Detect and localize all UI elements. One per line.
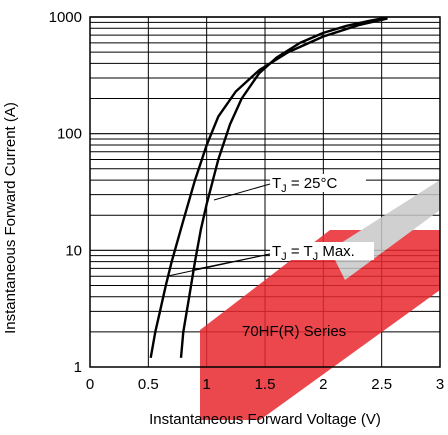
curve-series-2 bbox=[179, 16, 388, 358]
curves bbox=[149, 16, 388, 359]
x-tick-labels: 0 0.5 1 1.5 2 2.5 3 bbox=[86, 376, 444, 393]
leader-tjmax-b bbox=[191, 253, 271, 271]
plot-frame bbox=[89, 16, 441, 368]
x-tick-label: 0 bbox=[86, 376, 94, 393]
y-tick-label: 1000 bbox=[49, 9, 82, 26]
x-tick-label: 2.5 bbox=[371, 376, 392, 393]
x-axis-title: Instantaneous Forward Voltage (V) bbox=[149, 411, 381, 428]
watermark-shape-red bbox=[200, 230, 440, 420]
x-tick-label: 3 bbox=[436, 376, 444, 393]
y-axis-title: Instantaneous Forward Current (A) bbox=[2, 102, 19, 334]
y-tick-label: 100 bbox=[57, 126, 82, 143]
x-tick-label: 1 bbox=[202, 376, 210, 393]
x-tick-label: 2 bbox=[319, 376, 327, 393]
curve-series-1 bbox=[149, 17, 388, 359]
annotation-bg bbox=[270, 174, 366, 192]
annotation-leaders bbox=[167, 183, 271, 277]
x-tick-label: 1.5 bbox=[255, 376, 276, 393]
x-tick-label: 0.5 bbox=[138, 376, 159, 393]
leader-tj25 bbox=[213, 183, 271, 201]
series-label: 70HF(R) Series bbox=[242, 323, 346, 340]
annotation-tj-max: TJ = TJ Max. bbox=[272, 243, 355, 263]
y-tick-label: 1 bbox=[74, 359, 82, 376]
annotation-bg bbox=[270, 242, 374, 260]
y-tick-label: 10 bbox=[65, 242, 82, 259]
y-tick-labels: 1 10 100 1000 bbox=[49, 9, 82, 376]
annotation-tj-25: TJ = 25°C bbox=[272, 175, 337, 195]
